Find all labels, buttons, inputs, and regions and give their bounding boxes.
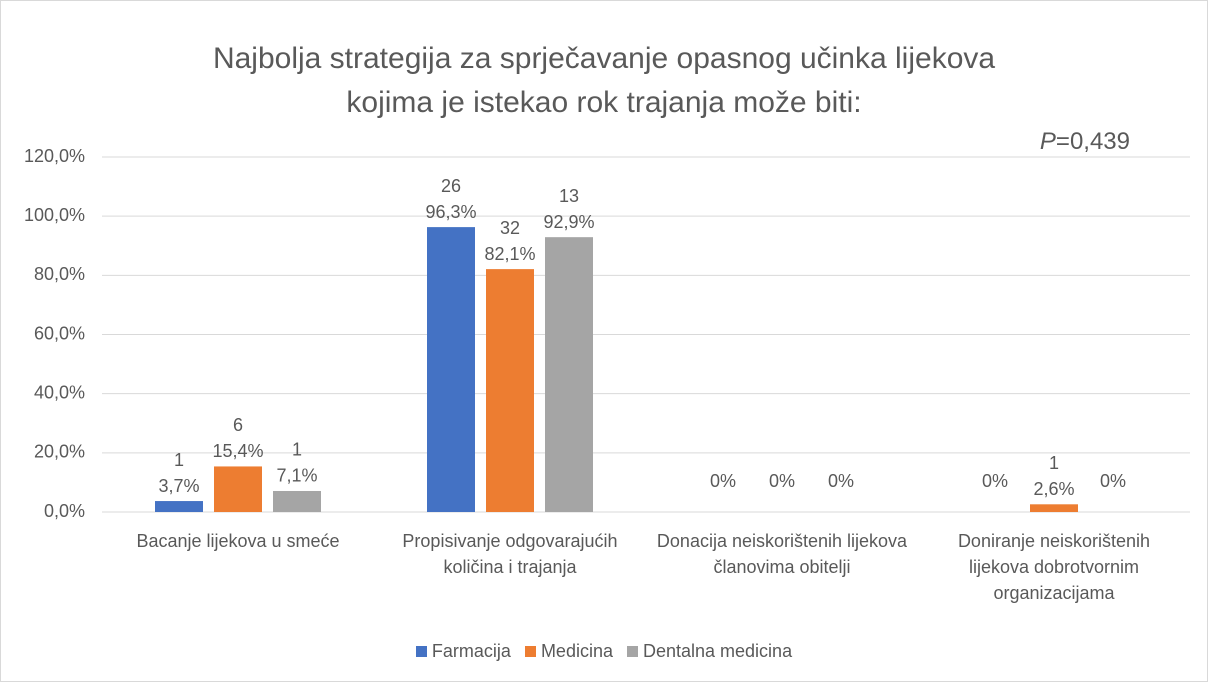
legend-item: Dentalna medicina xyxy=(626,641,793,662)
legend-label: Medicina xyxy=(540,641,613,661)
legend-swatch xyxy=(415,646,427,657)
y-tick-label: 60,0% xyxy=(34,323,85,343)
bar xyxy=(1030,504,1078,512)
count-label: 1 xyxy=(174,450,184,470)
legend-swatch xyxy=(626,646,638,657)
data-label: 0% xyxy=(710,471,736,491)
bar xyxy=(214,466,262,512)
x-tick-label: Propisivanje odgovarajućih količina i tr… xyxy=(402,531,618,577)
count-label: 1 xyxy=(292,440,302,460)
data-label: 0% xyxy=(982,471,1008,491)
bar xyxy=(273,490,321,512)
legend-label: Dentalna medicina xyxy=(642,641,793,661)
count-label: 6 xyxy=(233,415,243,435)
data-label: 96,3% xyxy=(425,202,476,222)
bar xyxy=(545,237,593,512)
data-label: 82,1% xyxy=(484,244,535,264)
x-tick-label: Bacanje lijekova u smeće xyxy=(136,531,340,551)
data-label: 2,6% xyxy=(1033,479,1074,499)
data-label: 15,4% xyxy=(212,441,263,461)
legend-label: Farmacija xyxy=(431,641,511,661)
data-label: 0% xyxy=(769,471,795,491)
chart-title: kojima je istekao rok trajanja može biti… xyxy=(346,86,862,119)
data-label: 3,7% xyxy=(158,476,199,496)
legend-item: Medicina xyxy=(524,641,613,662)
legend-swatch xyxy=(524,646,536,657)
bar xyxy=(427,227,475,513)
y-tick-label: 0,0% xyxy=(44,501,85,521)
bar xyxy=(486,269,534,512)
x-tick-label: Donacija neiskorištenih lijekova članovi… xyxy=(656,531,908,577)
count-label: 13 xyxy=(559,186,579,206)
count-label: 26 xyxy=(441,176,461,196)
chart-title: Najbolja strategija za sprječavanje opas… xyxy=(212,42,996,75)
count-label: 1 xyxy=(1049,453,1059,473)
data-label: 0% xyxy=(828,471,854,491)
y-tick-label: 100,0% xyxy=(24,205,85,225)
legend: Farmacija Medicina Dentalna medicina xyxy=(0,641,1208,662)
data-label: 0% xyxy=(1100,471,1126,491)
y-tick-label: 40,0% xyxy=(34,382,85,402)
y-tick-label: 120,0% xyxy=(24,146,85,166)
x-tick-label: Doniranje neiskorištenih lijekova dobrot… xyxy=(957,531,1151,603)
annotation: P=0,439 xyxy=(1039,128,1130,155)
data-label: 7,1% xyxy=(276,466,317,486)
bar xyxy=(155,501,203,512)
data-label: 92,9% xyxy=(543,212,594,232)
count-label: 32 xyxy=(500,218,520,238)
y-tick-label: 20,0% xyxy=(34,442,85,462)
y-tick-label: 80,0% xyxy=(34,264,85,284)
legend-item: Farmacija xyxy=(415,641,511,662)
